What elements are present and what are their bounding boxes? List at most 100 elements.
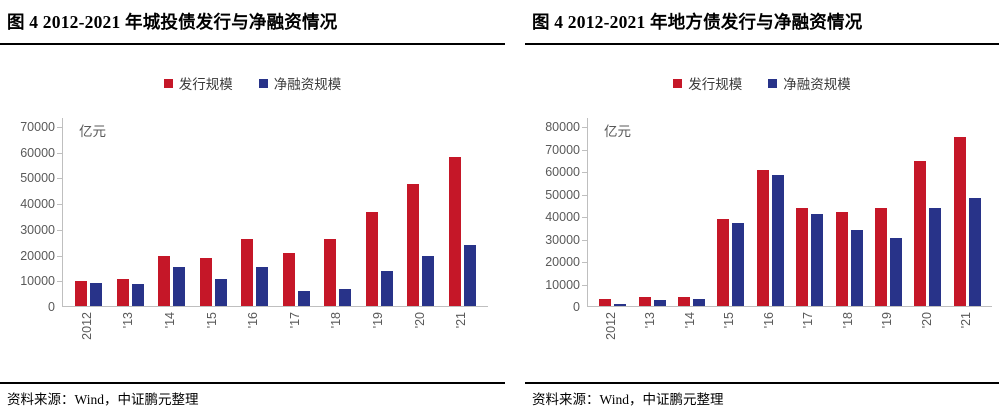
y-tick-mark (582, 194, 588, 196)
y-tick-mark (582, 239, 588, 241)
source-divider (525, 382, 999, 384)
bar-group-19 (869, 208, 908, 306)
legend: 发行规模 净融资规模 (525, 73, 999, 93)
x-tick-label: 2012 (79, 312, 94, 340)
x-tick-label: '16 (761, 312, 776, 329)
bar (614, 304, 627, 306)
y-tick-mark (57, 255, 63, 257)
legend-swatch-blue-icon (768, 78, 778, 88)
bar-group-13 (632, 297, 671, 306)
bar (131, 283, 144, 306)
figure-local-gov-bonds: 图 4 2012-2021 年地方债发行与净融资情况 发行规模 净融资规模 80… (525, 0, 999, 415)
y-tick-label: 0 (48, 300, 55, 314)
x-tick-cell: '16 (750, 307, 790, 363)
source-divider (0, 382, 505, 384)
bar (796, 207, 809, 306)
bar-group-18 (317, 239, 359, 306)
bar-group-16 (234, 238, 276, 306)
bar (756, 170, 769, 306)
bar-group-19 (359, 211, 401, 306)
unit-label: 亿元 (604, 124, 631, 139)
bar (968, 197, 981, 306)
bar-group-2012 (593, 299, 632, 306)
x-tick-label: '17 (801, 312, 816, 329)
figure-title: 图 4 2012-2021 年地方债发行与净融资情况 (532, 12, 863, 32)
bar (953, 137, 966, 306)
y-tick-mark (57, 229, 63, 231)
bar-group-14 (151, 256, 193, 306)
x-tick-cell: '21 (948, 307, 988, 363)
y-tick-label: 20000 (20, 248, 55, 263)
bar-group-2012 (68, 281, 110, 306)
bar (158, 256, 171, 306)
chart-area: 80000 70000 60000 50000 40000 30000 20000 10000… (525, 118, 992, 314)
x-tick-cell: '15 (192, 307, 234, 363)
y-tick-label: 40000 (545, 210, 580, 224)
bar (771, 175, 784, 306)
bar (693, 298, 706, 306)
x-tick-cell: 2012 (67, 307, 109, 363)
bar (75, 281, 88, 306)
legend-swatch-red-icon (673, 78, 683, 88)
source-note: 资料来源：Wind，中证鹏元整理 (532, 392, 724, 407)
x-tick-cell: '18 (317, 307, 359, 363)
y-tick-label: 70000 (545, 142, 580, 157)
y-tick-mark (57, 178, 63, 180)
legend-item-net-financing: 净融资规模 (768, 73, 851, 93)
x-axis: 2012 '13 '14 '15 '16 '17 '18 '19 '20 '21 (525, 307, 992, 363)
x-tick-cell: '17 (790, 307, 830, 363)
bar-group-17 (276, 253, 318, 306)
legend-swatch-red-icon (163, 78, 173, 88)
legend-item-net-financing: 净融资规模 (258, 73, 341, 93)
x-tick-cell: '18 (829, 307, 869, 363)
x-tick-label: '21 (454, 312, 469, 329)
y-tick-label: 70000 (20, 120, 55, 134)
x-tick-label: '18 (329, 312, 344, 329)
legend-swatch-blue-icon (258, 78, 268, 88)
x-tick-cell: '16 (233, 307, 275, 363)
x-tick-label: '21 (959, 312, 974, 329)
bar-group-21 (442, 156, 484, 306)
x-tick-label: '19 (880, 312, 895, 329)
bar (599, 299, 612, 306)
y-tick-label: 60000 (20, 145, 55, 160)
x-axis-spacer (0, 307, 62, 363)
y-tick-label: 40000 (20, 197, 55, 212)
bar (214, 278, 227, 306)
y-axis: 70000 60000 50000 40000 30000 20000 10000 0 (0, 118, 62, 314)
x-tick-label: '15 (204, 312, 219, 329)
x-axis-labels: 2012 '13 '14 '15 '16 '17 '18 '19 '20 '21 (62, 307, 488, 363)
legend-label-issuance: 发行规模 (178, 77, 233, 92)
y-tick-mark (57, 152, 63, 154)
bar-group-20 (908, 160, 947, 306)
x-tick-cell: 2012 (592, 307, 632, 363)
bar (339, 289, 352, 306)
x-tick-label: '13 (643, 312, 658, 329)
y-tick-label: 80000 (545, 120, 580, 134)
bar (717, 219, 730, 306)
legend-label-net-financing: 净融资规模 (783, 77, 851, 92)
source-note: 资料来源：Wind，中证鹏元整理 (7, 392, 199, 407)
bar (850, 230, 863, 306)
bar (241, 238, 254, 306)
y-tick-label: 10000 (20, 274, 55, 289)
bar (890, 237, 903, 306)
bar (365, 211, 378, 306)
bar (422, 255, 435, 306)
plot-area: 亿元 (57, 118, 488, 307)
bar (256, 267, 269, 306)
bar (914, 160, 927, 306)
x-tick-label: 2012 (603, 312, 618, 340)
title-divider (0, 43, 505, 45)
y-tick-label: 30000 (545, 232, 580, 247)
y-tick-mark (57, 281, 63, 283)
bar-group-15 (711, 219, 750, 306)
x-axis: 2012 '13 '14 '15 '16 '17 '18 '19 '20 '21 (0, 307, 488, 363)
bar-group-14 (672, 296, 711, 306)
x-tick-cell: '19 (358, 307, 400, 363)
legend-label-issuance: 发行规模 (688, 77, 743, 92)
bar (811, 213, 824, 306)
x-tick-cell: '14 (671, 307, 711, 363)
x-tick-label: '20 (919, 312, 934, 329)
y-tick-label: 0 (573, 300, 580, 314)
